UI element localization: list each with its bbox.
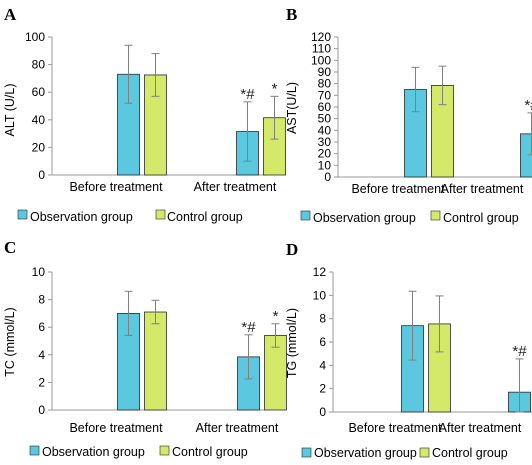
y-tick-label: 80 <box>318 77 332 91</box>
legend-label: Control group <box>172 445 248 459</box>
legend-label: Control group <box>432 446 508 460</box>
significance-mark: *# <box>524 97 532 114</box>
y-tick-label: 10 <box>318 158 332 172</box>
panel-letter: D <box>286 240 298 259</box>
chart-panel-c: C 0 2 4 6 8 10 TC (mmol/L) Before treatment After… <box>3 238 287 459</box>
y-tick-label: 90 <box>318 65 332 79</box>
y-tick-label: 20 <box>32 140 46 154</box>
y-tick-label: 110 <box>312 42 331 56</box>
y-tick-label: 10 <box>32 265 46 279</box>
chart-panel-d: D 0 2 4 6 8 10 12 TG (mmol/L) Before treatmentAft… <box>285 240 532 460</box>
significance-mark: * <box>272 80 278 97</box>
x-category-label: After treatment <box>194 180 277 194</box>
x-category-label: Before treatment <box>69 180 163 194</box>
y-tick-label: 0 <box>324 170 331 184</box>
y-tick-label: 2 <box>319 382 326 396</box>
significance-mark: * <box>273 308 279 325</box>
y-tick-label: 100 <box>311 53 331 67</box>
y-tick-label: 80 <box>32 58 46 72</box>
bar-observation <box>520 133 532 178</box>
legend-label: Observation group <box>314 446 417 460</box>
y-axis-title: ALT (U/L) <box>3 83 17 136</box>
y-tick-label: 0 <box>38 168 45 182</box>
y-tick-label: 2 <box>38 375 45 389</box>
y-tick-label: 0 <box>319 405 326 419</box>
y-tick-label: 120 <box>311 30 331 44</box>
y-tick-label: 4 <box>38 348 45 362</box>
legend-label: Observation group <box>42 445 145 459</box>
legend-swatch-control <box>159 445 170 456</box>
significance-mark: *# <box>240 86 255 103</box>
legend-label: Control group <box>167 210 243 224</box>
y-tick-label: 60 <box>32 85 46 99</box>
chart-panel-a: A 0 20 40 60 80 100 ALT (U/L) Before treatment Af… <box>3 5 286 224</box>
legend-label: Control group <box>443 211 519 225</box>
panel-letter: A <box>4 5 17 24</box>
y-tick-label: 50 <box>318 112 332 126</box>
y-tick-label: 20 <box>318 147 332 161</box>
x-category-label: After treatment <box>439 421 522 435</box>
y-tick-label: 8 <box>38 293 45 307</box>
y-tick-label: 6 <box>319 335 326 349</box>
x-category-label: Before treatment <box>348 421 442 435</box>
legend-swatch-control <box>430 210 441 221</box>
y-tick-label: 10 <box>313 288 327 302</box>
y-tick-label: 12 <box>313 265 327 279</box>
x-category-label: After treatment <box>441 182 524 196</box>
legend-swatch-control <box>419 447 430 458</box>
y-axis-title: AST(U/L) <box>285 82 299 134</box>
y-tick-label: 70 <box>318 88 332 102</box>
legend-swatch-observation <box>301 447 312 458</box>
legend-swatch-observation <box>17 209 28 220</box>
legend-swatch-control <box>155 209 166 220</box>
legend-label: Observation group <box>30 210 133 224</box>
y-tick-label: 8 <box>319 312 326 326</box>
y-tick-label: 0 <box>38 403 45 417</box>
y-axis-title: TC (mmol/L) <box>3 307 17 376</box>
legend-swatch-observation <box>300 210 311 221</box>
legend-swatch-observation <box>29 445 40 456</box>
y-tick-label: 40 <box>318 123 332 137</box>
y-axis-title: TG (mmol/L) <box>285 308 299 378</box>
bar-control <box>144 311 167 411</box>
x-category-label: Before treatment <box>351 182 445 196</box>
panel-letter: B <box>286 5 297 24</box>
y-tick-label: 30 <box>318 135 332 149</box>
significance-mark: *# <box>241 319 256 336</box>
y-tick-label: 4 <box>319 358 326 372</box>
x-category-label: After treatment <box>196 421 279 435</box>
significance-mark: *# <box>512 343 527 360</box>
y-tick-label: 6 <box>38 320 45 334</box>
y-tick-label: 100 <box>25 30 45 44</box>
y-tick-label: 60 <box>318 100 332 114</box>
y-tick-label: 40 <box>32 113 46 127</box>
x-category-label: Before treatment <box>69 421 163 435</box>
legend-label: Observation group <box>313 211 416 225</box>
panel-letter: C <box>4 238 16 257</box>
